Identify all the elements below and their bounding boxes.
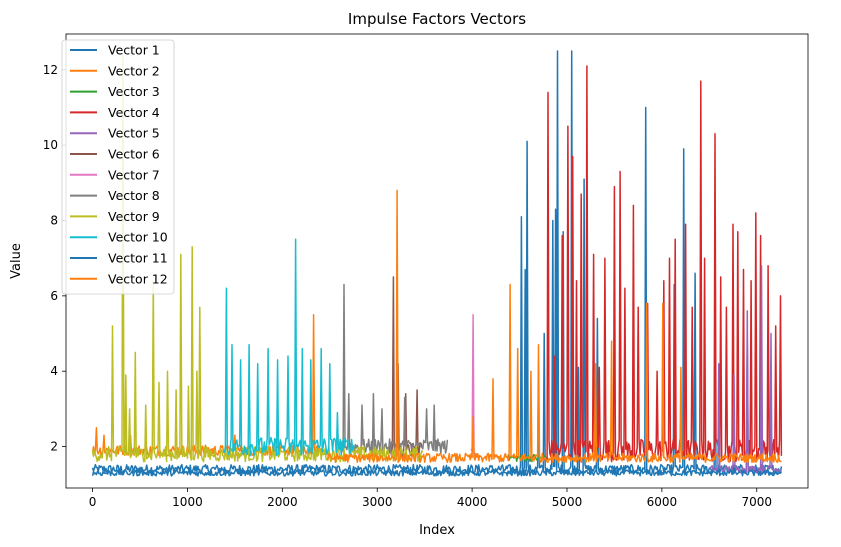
y-axis-label: Value — [9, 243, 24, 279]
x-tick-label: 1000 — [172, 495, 203, 509]
y-tick-label: 12 — [43, 63, 58, 77]
series-layer — [91, 50, 783, 477]
x-tick-label: 7000 — [741, 495, 772, 509]
y-tick-label: 2 — [50, 440, 58, 454]
legend-label: Vector 11 — [108, 251, 168, 266]
legend-label: Vector 2 — [108, 63, 160, 78]
series-line-vector-4 — [546, 65, 783, 463]
series-line-vector-8 — [338, 283, 449, 455]
legend-label: Vector 12 — [108, 271, 168, 286]
legend-label: Vector 1 — [108, 43, 160, 58]
legend-label: Vector 3 — [108, 84, 160, 99]
x-tick-label: 2000 — [267, 495, 298, 509]
y-tick-label: 8 — [50, 213, 58, 227]
series-line-vector-10 — [223, 238, 356, 457]
series-line-vector-11 — [91, 469, 783, 477]
x-tick-label: 4000 — [457, 495, 488, 509]
x-tick-label: 5000 — [552, 495, 583, 509]
legend-label: Vector 7 — [108, 167, 160, 182]
x-axis-label: Index — [419, 523, 455, 538]
y-tick-label: 4 — [50, 364, 58, 378]
y-tick-label: 6 — [50, 289, 58, 303]
x-tick-label: 6000 — [647, 495, 678, 509]
series-line-vector-12 — [326, 189, 782, 464]
x-tick-label: 3000 — [362, 495, 393, 509]
legend-frame — [61, 39, 175, 295]
legend-label: Vector 6 — [108, 147, 160, 162]
axes-layer: 0 1000 2000 3000 4000 5000 6000 7000 2 4 6 8 10 12 — [43, 63, 772, 509]
chart-title: Impulse Factors Vectors — [348, 10, 526, 28]
y-tick-label: 10 — [43, 138, 58, 152]
legend-label: Vector 8 — [108, 188, 160, 203]
legend-label: Vector 4 — [108, 105, 160, 120]
legend-label: Vector 10 — [108, 230, 168, 245]
x-tick-label: 0 — [89, 495, 97, 509]
legend-label: Vector 5 — [108, 126, 160, 141]
legend-label: Vector 9 — [108, 209, 160, 224]
legend: Vector 1 Vector 2 Vector 3 Vector 4 Vector 5… — [61, 39, 175, 295]
